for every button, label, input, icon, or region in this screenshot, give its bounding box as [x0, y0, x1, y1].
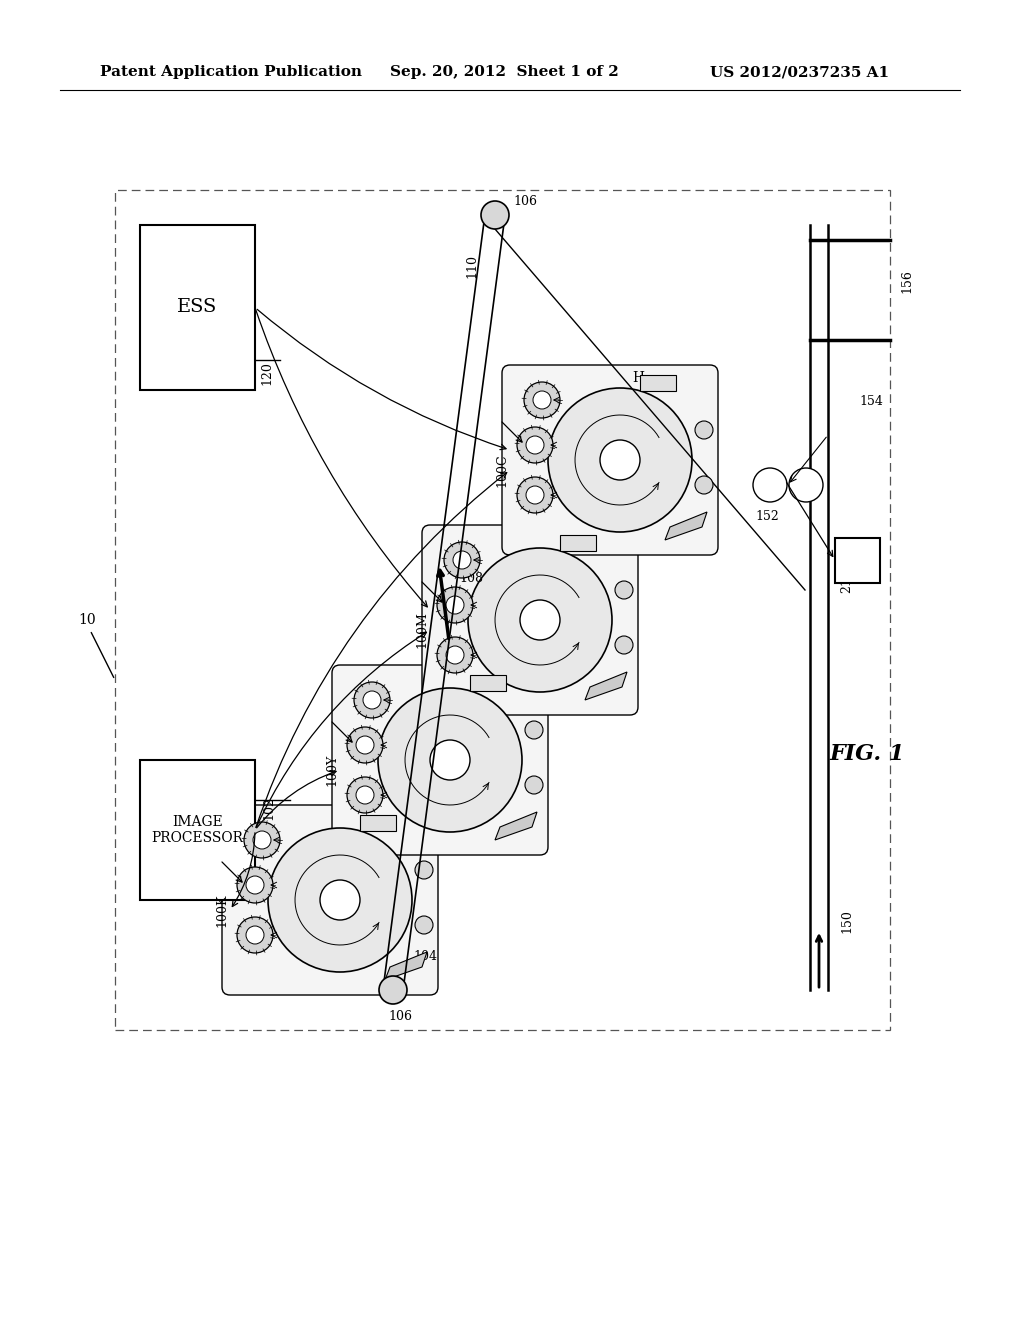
Circle shape [695, 421, 713, 440]
Bar [640, 375, 676, 391]
Circle shape [753, 469, 787, 502]
Circle shape [524, 381, 560, 418]
Text: H: H [633, 371, 644, 385]
Circle shape [437, 587, 473, 623]
Circle shape [347, 777, 383, 813]
Text: 100M: 100M [416, 611, 428, 648]
Circle shape [246, 876, 264, 894]
Text: 106: 106 [513, 195, 537, 209]
Text: US 2012/0237235 A1: US 2012/0237235 A1 [710, 65, 889, 79]
Bar [115, 190, 890, 1030]
Circle shape [268, 828, 412, 972]
Text: 152: 152 [755, 510, 778, 523]
Circle shape [446, 597, 464, 614]
Circle shape [520, 601, 560, 640]
Circle shape [790, 469, 823, 502]
Circle shape [319, 880, 360, 920]
Polygon shape [665, 512, 707, 540]
Bar [470, 675, 506, 690]
Circle shape [356, 737, 374, 754]
Circle shape [615, 581, 633, 599]
Circle shape [362, 690, 381, 709]
Bar [560, 535, 596, 550]
Circle shape [444, 543, 480, 578]
Circle shape [356, 785, 374, 804]
Text: 100C: 100C [496, 453, 509, 487]
Bar [360, 814, 396, 832]
Circle shape [237, 867, 273, 903]
FancyBboxPatch shape [422, 525, 638, 715]
Text: 104: 104 [413, 950, 437, 964]
Text: 10: 10 [78, 612, 95, 627]
Circle shape [347, 727, 383, 763]
Circle shape [695, 477, 713, 494]
Circle shape [244, 822, 280, 858]
Polygon shape [585, 672, 627, 700]
Text: 120: 120 [260, 362, 273, 385]
Circle shape [378, 688, 522, 832]
Text: 100K: 100K [215, 894, 228, 927]
Circle shape [246, 927, 264, 944]
Circle shape [525, 721, 543, 739]
Text: ESS: ESS [177, 298, 218, 317]
Circle shape [237, 917, 273, 953]
Circle shape [430, 741, 470, 780]
Circle shape [379, 975, 407, 1005]
FancyBboxPatch shape [502, 366, 718, 554]
Text: 102: 102 [262, 796, 275, 820]
Circle shape [468, 548, 612, 692]
Circle shape [526, 486, 544, 504]
Text: FIG. 1: FIG. 1 [830, 743, 905, 766]
Text: 156: 156 [900, 269, 913, 293]
Text: Patent Application Publication: Patent Application Publication [100, 65, 362, 79]
Circle shape [517, 426, 553, 463]
Circle shape [548, 388, 692, 532]
Circle shape [453, 550, 471, 569]
Text: Sep. 20, 2012  Sheet 1 of 2: Sep. 20, 2012 Sheet 1 of 2 [390, 65, 618, 79]
Bar [140, 224, 255, 389]
FancyBboxPatch shape [332, 665, 548, 855]
Text: 210B: 210B [840, 560, 853, 593]
Text: 100Y: 100Y [326, 754, 339, 787]
Circle shape [615, 636, 633, 653]
Circle shape [481, 201, 509, 228]
Bar [140, 760, 255, 900]
Text: IMAGE
PROCESSOR: IMAGE PROCESSOR [152, 814, 244, 845]
Circle shape [517, 477, 553, 513]
Polygon shape [385, 952, 427, 979]
Bar [835, 537, 880, 582]
Circle shape [446, 645, 464, 664]
Text: 106: 106 [388, 1010, 412, 1023]
Circle shape [415, 861, 433, 879]
Text: 108: 108 [459, 573, 483, 586]
FancyBboxPatch shape [222, 805, 438, 995]
Circle shape [354, 682, 390, 718]
Text: 154: 154 [859, 395, 883, 408]
Circle shape [415, 916, 433, 935]
Circle shape [437, 638, 473, 673]
Circle shape [525, 776, 543, 795]
Circle shape [253, 832, 271, 849]
Circle shape [534, 391, 551, 409]
Circle shape [600, 440, 640, 480]
Text: 150: 150 [840, 909, 853, 933]
Polygon shape [495, 812, 537, 840]
Text: 110: 110 [465, 253, 478, 279]
Circle shape [526, 436, 544, 454]
